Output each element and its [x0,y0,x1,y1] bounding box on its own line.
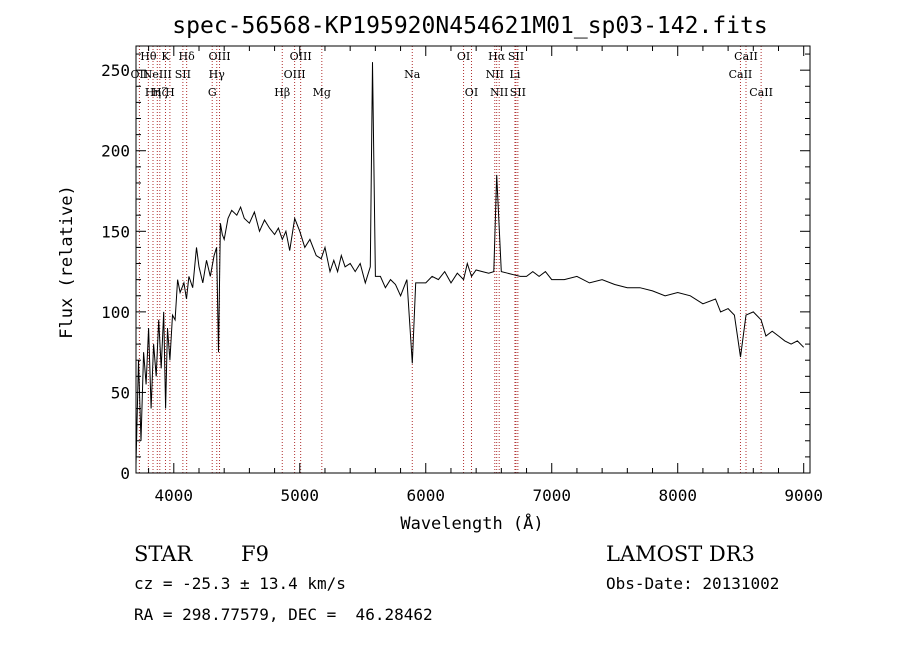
spectral-line-label: CaII [729,68,753,81]
spectral-line-label: K [161,50,170,63]
spectral-line-label: Hη [145,86,161,99]
spectral-line-label: G [208,86,217,99]
spectral-line-label: OIII [290,50,312,63]
spectral-line-label: NII [490,86,508,99]
spectral-line-label: SII [510,86,526,99]
y-tick-label: 50 [111,383,130,402]
x-tick-label: 5000 [281,486,320,505]
redshift-readout: cz = -25.3 ± 13.4 km/s [134,574,346,593]
spectrum-series [135,62,805,465]
obs-date: Obs-Date: 20131002 [606,574,779,593]
spectral-line-label: CaII [734,50,758,63]
spectral-line-labels: OIIHθHηNeIIIHζKHSIIHδGHγOIIIHβOIIIOIIIMg… [131,50,773,99]
spectral-line-markers [138,46,762,473]
y-tick-label: 0 [120,464,130,483]
spectral-line-label: SII [175,68,191,81]
spectral-line-label: Hδ [179,50,196,63]
spectral-line-label: OII [131,68,149,81]
spectral-line-label: OI [465,86,478,99]
y-tick-label: 200 [101,142,130,161]
x-tick-label: 6000 [406,486,445,505]
spectral-line-label: Hθ [140,50,157,63]
object-class: STAR [134,542,193,566]
coordinates: RA = 298.77579, DEC = 46.28462 [134,605,433,624]
spectral-line-label: NII [486,68,504,81]
spectral-line-label: OIII [284,68,306,81]
spectral-line-label: NeIII [143,68,172,81]
y-tick-label: 100 [101,303,130,322]
y-axis-ticks: 0 50 100 150 200 250 [101,53,810,483]
spectral-line-label: Li [510,68,521,81]
y-axis-label: Flux (relative) [57,185,77,339]
y-tick-label: 150 [101,222,130,241]
x-tick-label: 7000 [532,486,571,505]
x-axis-label: Wavelength (Å) [400,512,543,534]
spectral-line-label: OI [457,50,470,63]
spectral-line-label: Hζ [152,86,168,99]
spectral-line-label: Hγ [209,68,226,81]
plot-frame [135,45,811,474]
spectral-line-label: Na [404,68,421,81]
chart-title: spec-56568-KP195920N454621M01_sp03-142.f… [172,13,767,39]
spectral-line-label: SII [508,50,524,63]
object-subclass: F9 [241,542,269,566]
spectral-line-label: Hβ [274,86,290,99]
spectral-line-label: Mg [313,86,331,99]
spectral-line-label: Hα [488,50,506,63]
x-tick-label: 9000 [784,486,823,505]
x-tick-label: 4000 [155,486,194,505]
x-axis-ticks: 4000 5000 6000 7000 8000 9000 [148,46,823,505]
spectral-line-label: CaII [749,86,773,99]
spectral-line-label: H [165,86,175,99]
y-tick-label: 250 [101,61,130,80]
survey-name: LAMOST DR3 [606,542,755,566]
spectral-line-label: OIII [208,50,230,63]
x-tick-label: 8000 [658,486,697,505]
